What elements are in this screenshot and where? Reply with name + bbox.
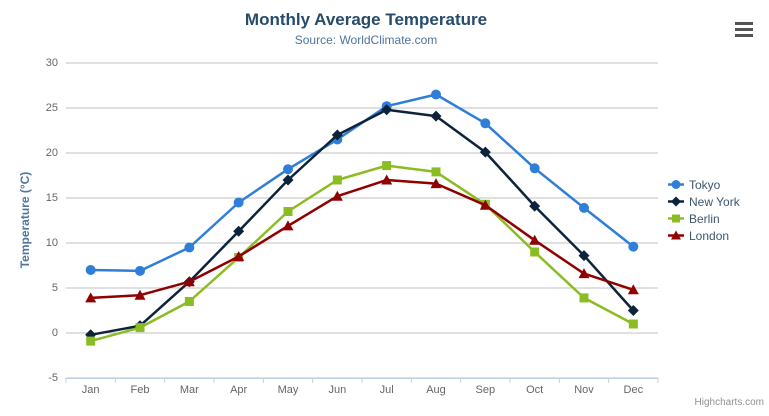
square-marker-icon — [672, 214, 680, 223]
y-axis-label: 25 — [45, 102, 58, 114]
data-point-tokyo — [480, 118, 491, 129]
y-axis-label: 10 — [45, 237, 58, 249]
data-point-tokyo — [628, 241, 639, 252]
triangle-marker-icon — [671, 230, 681, 240]
legend-item-london[interactable]: London — [668, 227, 740, 244]
data-point-tokyo — [85, 265, 96, 275]
data-point-london — [627, 284, 639, 295]
x-axis-label: Feb — [130, 384, 150, 396]
y-axis-label: -5 — [48, 372, 58, 384]
data-point-tokyo — [233, 197, 244, 208]
legend-label: London — [689, 228, 730, 243]
data-point-london — [430, 178, 442, 189]
data-point-berlin — [135, 323, 145, 333]
hamburger-icon-bar — [735, 33, 753, 37]
legend-item-berlin[interactable]: Berlin — [668, 210, 740, 227]
data-point-new-york — [381, 104, 393, 116]
data-point-berlin — [382, 161, 392, 171]
diamond-marker-icon — [671, 196, 681, 207]
data-point-tokyo — [135, 265, 145, 276]
hamburger-icon-bar — [735, 27, 753, 32]
data-point-berlin — [184, 297, 194, 306]
legend-label: New York — [689, 194, 740, 209]
y-axis-label: 0 — [51, 327, 58, 339]
data-point-new-york — [233, 225, 245, 237]
series-line-tokyo[interactable] — [89, 93, 635, 273]
legend-symbol-tokyo — [668, 180, 684, 189]
y-axis-title: Temperature (°C) — [18, 171, 32, 269]
data-point-berlin — [530, 247, 540, 257]
y-axis-label: 20 — [45, 147, 58, 159]
data-point-berlin — [431, 167, 441, 177]
chart-subtitle: Source: WorldClimate.com — [294, 33, 438, 47]
x-axis-label: May — [277, 384, 299, 396]
highcharts-credit-link[interactable]: Highcharts.com — [694, 397, 764, 408]
series-line-london[interactable] — [89, 178, 635, 300]
series-line-new-york[interactable] — [89, 108, 635, 337]
data-point-new-york — [282, 174, 294, 186]
data-point-tokyo — [529, 163, 540, 174]
data-point-new-york — [430, 110, 442, 122]
context-menu-button[interactable] — [734, 21, 754, 38]
data-point-berlin — [579, 293, 589, 303]
circle-marker-icon — [671, 180, 681, 189]
legend-item-new-york[interactable]: New York — [668, 193, 740, 210]
y-axis-label: 15 — [45, 192, 58, 204]
legend-symbol-berlin — [668, 214, 684, 223]
data-point-berlin — [628, 319, 638, 329]
data-point-london — [233, 251, 245, 261]
legend-item-tokyo[interactable]: Tokyo — [668, 176, 740, 193]
data-point-tokyo — [283, 164, 293, 175]
legend: Tokyo New York Berlin London — [668, 176, 740, 244]
hamburger-icon-bar — [735, 22, 753, 26]
data-point-new-york — [529, 200, 541, 212]
x-axis-label: Dec — [623, 384, 644, 396]
legend-symbol-london — [668, 230, 684, 240]
data-point-new-york — [331, 129, 343, 141]
data-point-london — [282, 220, 294, 231]
data-point-london — [134, 289, 146, 300]
data-point-new-york — [627, 305, 639, 316]
x-axis-label: Nov — [574, 384, 594, 396]
data-point-london — [85, 292, 97, 303]
x-axis-label: Sep — [475, 384, 496, 396]
x-axis-label: Jun — [328, 384, 347, 396]
series-line-berlin[interactable] — [89, 164, 635, 343]
data-point-tokyo — [184, 242, 195, 253]
chart-title: Monthly Average Temperature — [244, 10, 488, 29]
data-point-new-york — [479, 146, 491, 158]
data-point-london — [578, 268, 590, 279]
data-point-london — [479, 199, 491, 210]
y-axis-label: 5 — [51, 282, 58, 294]
x-axis-label: Apr — [230, 384, 248, 396]
x-axis-label: Oct — [526, 384, 544, 396]
data-point-london — [381, 174, 393, 185]
data-point-london — [183, 276, 195, 287]
y-axis-label: 30 — [45, 57, 58, 69]
legend-label: Tokyo — [689, 177, 721, 192]
data-point-berlin — [283, 207, 293, 216]
data-point-tokyo — [579, 202, 589, 213]
legend-label: Berlin — [689, 211, 720, 226]
x-axis-label: Jul — [379, 384, 394, 396]
data-point-london — [529, 234, 541, 245]
legend-symbol-new-york — [668, 196, 684, 207]
data-point-new-york — [578, 250, 590, 262]
data-point-berlin — [86, 336, 96, 346]
x-axis-label: Mar — [179, 384, 199, 396]
x-axis-label: Jan — [81, 384, 100, 396]
data-point-berlin — [332, 175, 342, 185]
data-point-tokyo — [431, 89, 441, 100]
data-point-london — [331, 190, 343, 201]
x-axis-label: Aug — [426, 384, 446, 396]
